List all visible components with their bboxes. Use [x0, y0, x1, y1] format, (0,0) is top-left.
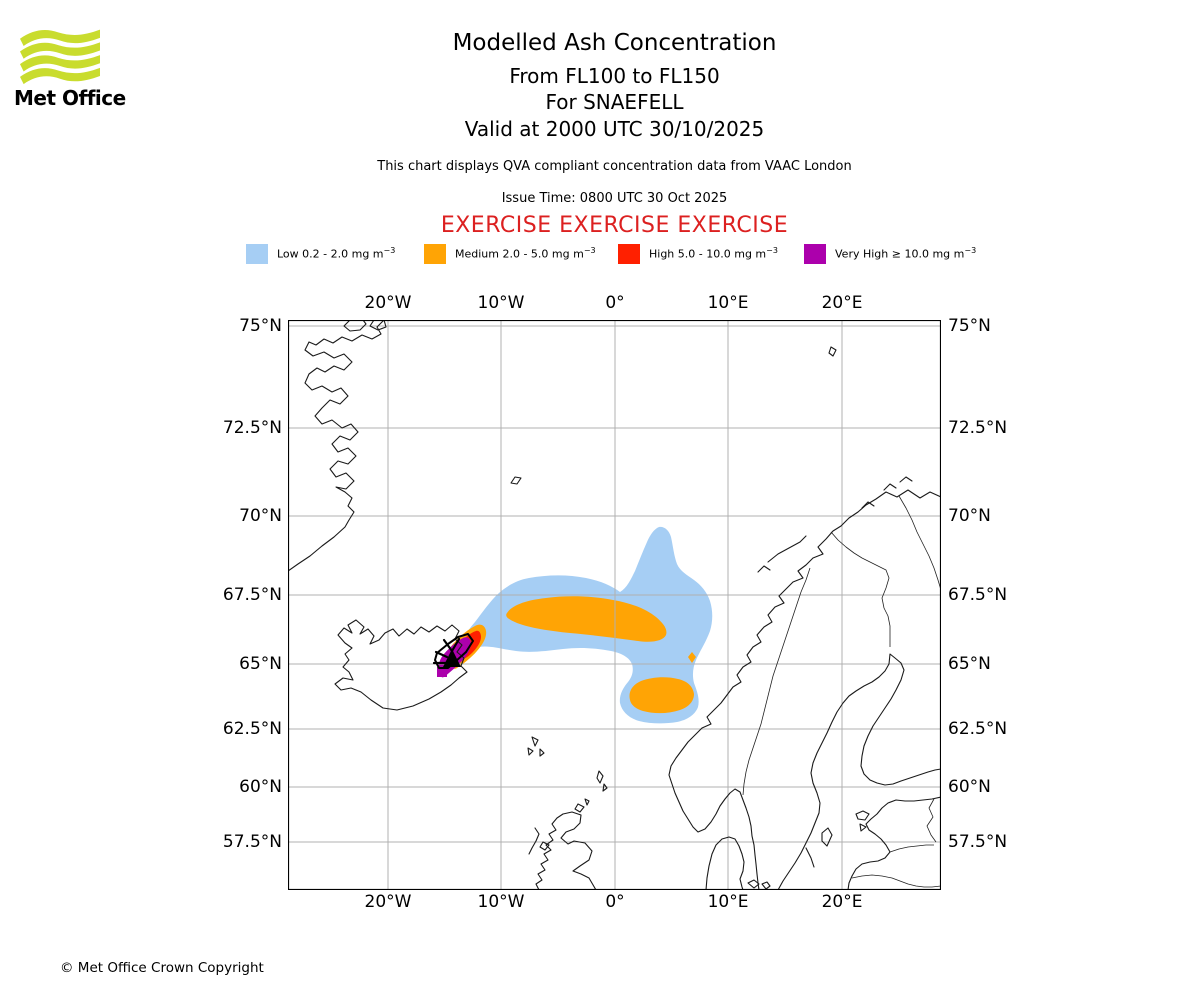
- ash-plume-layers: [437, 526, 713, 724]
- flight-level-subtitle: From FL100 to FL150: [509, 64, 720, 88]
- legend-swatch-medium: [424, 243, 446, 264]
- coast-tromso-islands-1: [861, 501, 875, 509]
- met-office-logo-icon: [20, 29, 100, 85]
- border-estonia-russia: [926, 798, 937, 843]
- coast-orkney-islet: [584, 798, 590, 806]
- copyright-notice: © Met Office Crown Copyright: [60, 960, 264, 976]
- coast-faroe-2: [527, 747, 534, 756]
- exercise-banner: EXERCISE EXERCISE EXERCISE: [440, 213, 789, 238]
- ash-dispersion-map: [288, 320, 941, 890]
- lat-label-left-72-5n: 72.5°N: [222, 418, 282, 438]
- coast-scotland: [535, 811, 597, 890]
- coast-denmark-fyn: [761, 881, 771, 890]
- volcano-marker: [432, 633, 474, 669]
- coast-tromso-islands-2: [883, 483, 897, 491]
- volcano-rays: [432, 637, 461, 665]
- met-office-logo-text: Met Office: [14, 86, 126, 110]
- plume-medium-south-lobe: [629, 677, 694, 714]
- coast-estonia-latvia: [847, 796, 941, 890]
- lon-label-bottom-20w: 20°W: [364, 892, 412, 912]
- lon-label-bottom-10e: 10°E: [707, 892, 749, 912]
- legend-swatch-low: [246, 243, 268, 264]
- valid-time-subtitle: Valid at 2000 UTC 30/10/2025: [464, 117, 765, 141]
- lat-label-right-62-5n: 62.5°N: [948, 719, 1008, 739]
- border-estonia-latvia: [889, 844, 934, 853]
- coast-saaremaa-islet: [859, 823, 867, 832]
- lat-label-left-65n: 65°N: [239, 654, 282, 674]
- coast-gotland: [821, 827, 833, 847]
- lat-label-right-65n: 65°N: [948, 654, 991, 674]
- coast-norway-sweden: [668, 489, 941, 890]
- lat-label-right-72-5n: 72.5°N: [948, 418, 1008, 438]
- coast-sweden-finland-bothnia: [777, 653, 941, 890]
- coast-shetland: [596, 770, 604, 784]
- volcano-triangle-icon: [443, 649, 461, 667]
- lon-label-bottom-0: 0°: [605, 892, 625, 912]
- coast-faroe-3: [539, 748, 545, 757]
- country-borders: [742, 495, 941, 888]
- lat-label-right-57-5n: 57.5°N: [948, 832, 1008, 852]
- coast-saaremaa: [855, 810, 870, 821]
- lon-label-bottom-10w: 10°W: [477, 892, 525, 912]
- coast-lofoten: [767, 535, 807, 563]
- coast-shetland-islet: [602, 783, 608, 792]
- coast-faroe-1: [531, 736, 539, 747]
- coast-greenland-islet-1: [343, 320, 367, 332]
- legend-item-very-high: Very High ≥ 10.0 mg m−3: [804, 243, 976, 264]
- lon-label-bottom-20e: 20°E: [821, 892, 863, 912]
- coast-jan-mayen: [510, 476, 522, 485]
- legend-label-very-high: Very High ≥ 10.0 mg m−3: [835, 246, 977, 261]
- legend-label-medium: Medium 2.0 - 5.0 mg m−3: [455, 246, 596, 261]
- lat-label-left-60n: 60°N: [239, 777, 282, 797]
- plume-very-high-block: [437, 667, 447, 677]
- coast-greenland-islet-2: [369, 320, 387, 331]
- lat-label-left-70n: 70°N: [239, 506, 282, 526]
- plume-medium-speck: [688, 652, 696, 663]
- lat-label-right-67-5n: 67.5°N: [948, 585, 1008, 605]
- legend-item-medium: Medium 2.0 - 5.0 mg m−3: [424, 243, 596, 264]
- lon-label-top-10e: 10°E: [707, 293, 749, 313]
- legend-swatch-very-high: [804, 243, 826, 264]
- legend-item-high: High 5.0 - 10.0 mg m−3: [618, 243, 778, 264]
- volcano-source-polygon-outline: [434, 633, 474, 669]
- lon-label-top-0: 0°: [605, 293, 625, 313]
- coast-skye: [539, 841, 550, 851]
- coast-oland: [805, 847, 815, 868]
- border-latvia-lithuania: [851, 874, 941, 888]
- legend-label-low: Low 0.2 - 2.0 mg m−3: [277, 246, 396, 261]
- issue-time: Issue Time: 0800 UTC 30 Oct 2025: [501, 191, 728, 206]
- map-frame: [288, 320, 941, 890]
- legend-item-low: Low 0.2 - 2.0 mg m−3: [246, 243, 395, 264]
- plume-medium-band: [506, 596, 667, 642]
- lat-label-right-70n: 70°N: [948, 506, 991, 526]
- coast-denmark-zealand: [747, 879, 760, 889]
- coast-tromso-islands-3: [899, 476, 913, 483]
- graticule: [288, 320, 941, 890]
- coast-greenland: [288, 320, 385, 572]
- lon-label-top-10w: 10°W: [477, 293, 525, 313]
- lat-label-right-75n: 75°N: [948, 316, 991, 336]
- coast-hebrides: [528, 827, 540, 855]
- border-norway-finland-sweden: [830, 531, 891, 647]
- lat-label-left-75n: 75°N: [239, 316, 282, 336]
- coast-orkney: [574, 803, 585, 813]
- coast-bear-island: [828, 346, 837, 357]
- lat-label-left-62-5n: 62.5°N: [222, 719, 282, 739]
- lon-label-top-20w: 20°W: [364, 293, 412, 313]
- qva-note: This chart displays QVA compliant concen…: [377, 159, 852, 174]
- lat-label-right-60n: 60°N: [948, 777, 991, 797]
- legend-swatch-high: [618, 243, 640, 264]
- border-finland-russia: [898, 495, 941, 591]
- volcano-subtitle: For SNAEFELL: [545, 90, 684, 114]
- page-title: Modelled Ash Concentration: [452, 30, 777, 56]
- coast-denmark-jutland: [705, 836, 745, 890]
- coast-lofoten-islet: [757, 565, 771, 573]
- lon-label-top-20e: 20°E: [821, 293, 863, 313]
- lat-label-left-67-5n: 67.5°N: [222, 585, 282, 605]
- legend-label-high: High 5.0 - 10.0 mg m−3: [649, 246, 778, 261]
- border-norway-sweden: [742, 567, 811, 796]
- lat-label-left-57-5n: 57.5°N: [222, 832, 282, 852]
